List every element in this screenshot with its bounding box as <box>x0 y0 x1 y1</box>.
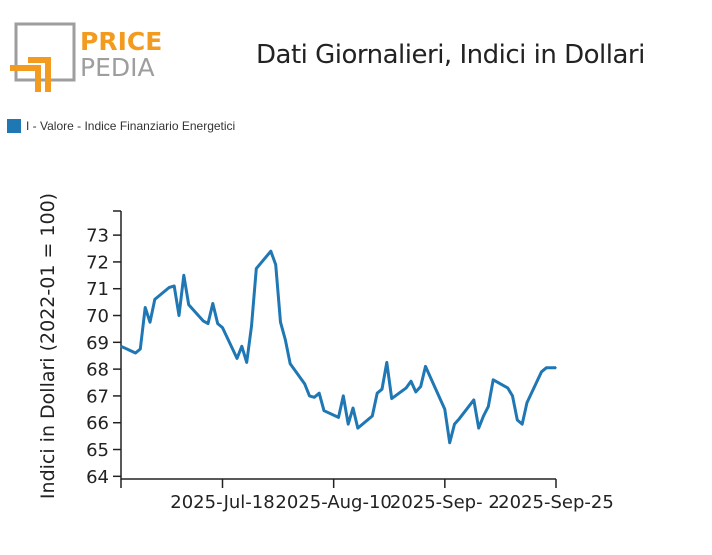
data-point <box>506 387 509 389</box>
data-point <box>371 415 374 417</box>
data-point <box>357 427 359 429</box>
y-tick-label: 71 <box>86 279 109 300</box>
legend-label: I - Valore - Indice Finanziario Energeti… <box>26 119 236 133</box>
data-point <box>183 274 185 277</box>
series-layer <box>120 249 557 445</box>
data-point <box>550 366 552 369</box>
data-point <box>270 250 272 252</box>
data-point <box>303 383 306 385</box>
y-tick-label: 65 <box>86 440 109 461</box>
data-point <box>178 314 180 317</box>
data-point <box>241 345 243 348</box>
data-point <box>139 348 142 350</box>
legend-swatch <box>7 119 21 133</box>
data-point <box>207 322 209 325</box>
y-tick-label: 66 <box>86 413 109 434</box>
data-point <box>250 325 253 328</box>
data-point <box>448 442 451 444</box>
data-point <box>453 423 456 425</box>
chart-title: Dati Giornalieri, Indici in Dollari <box>256 40 645 70</box>
data-point <box>444 408 446 411</box>
data-point <box>352 407 354 409</box>
data-point <box>144 306 146 309</box>
data-point <box>347 423 349 425</box>
y-axis: 64 65 66 67 68 69 70 71 72 73 <box>86 210 122 488</box>
x-tick-label: 2025-Sep-25 <box>498 492 614 513</box>
data-point <box>202 320 204 322</box>
data-point <box>216 322 219 325</box>
y-tick-label: 64 <box>86 467 109 488</box>
data-point <box>381 388 383 391</box>
data-point <box>482 415 485 417</box>
data-point <box>323 409 325 412</box>
data-point <box>390 397 393 400</box>
data-point <box>245 361 248 364</box>
data-point <box>187 304 190 306</box>
data-point <box>492 379 494 381</box>
data-point <box>134 352 137 354</box>
data-point <box>149 321 151 324</box>
data-point <box>154 298 156 301</box>
data-point <box>120 345 122 348</box>
data-point <box>458 417 461 420</box>
x-tick-label: 2025-Aug-10 <box>275 492 391 513</box>
data-point <box>386 361 388 364</box>
data-point <box>318 392 320 395</box>
data-point <box>521 423 523 425</box>
y-tick-label: 72 <box>86 252 109 273</box>
y-tick-label: 67 <box>86 386 109 407</box>
data-point <box>337 416 340 419</box>
data-point <box>410 380 412 382</box>
y-tick-label: 73 <box>86 226 109 247</box>
logo-text-top: PRICE <box>80 27 162 56</box>
data-point <box>473 399 475 401</box>
data-point <box>342 395 345 397</box>
data-point <box>439 397 441 400</box>
y-tick-label: 68 <box>86 360 109 381</box>
data-point <box>419 385 422 388</box>
data-point <box>168 286 171 289</box>
x-tick-label: 2025-Jul-18 <box>170 492 274 513</box>
data-point <box>236 357 238 360</box>
pricepedia-logo: PRICE PEDIA <box>10 22 162 92</box>
legend: I - Valore - Indice Finanziario Energeti… <box>7 119 235 133</box>
data-point <box>284 338 287 341</box>
data-point <box>173 285 175 287</box>
data-point <box>540 371 543 373</box>
data-point <box>405 387 407 389</box>
data-point <box>221 326 224 329</box>
data-point <box>545 366 548 369</box>
data-point <box>308 395 311 397</box>
data-point <box>313 396 316 399</box>
data-point <box>376 392 378 395</box>
data-point <box>424 365 427 368</box>
data-point <box>279 321 282 324</box>
data-point <box>511 395 514 397</box>
y-tick-label: 69 <box>86 333 109 354</box>
data-point <box>516 419 519 421</box>
data-point <box>415 391 417 393</box>
series-line <box>120 249 556 445</box>
y-tick-label: 70 <box>86 306 109 327</box>
data-point <box>289 362 291 365</box>
x-tick-label: 2025-Sep- 2 <box>390 492 500 513</box>
data-point <box>555 366 557 369</box>
data-point <box>487 405 490 408</box>
data-point <box>212 302 214 305</box>
data-point <box>274 263 277 266</box>
logo-mark <box>10 22 76 92</box>
data-point <box>477 427 480 429</box>
data-point <box>526 401 528 404</box>
y-axis-title: Indici in Dollari (2022-01 = 100) <box>37 193 59 499</box>
logo-text-bottom: PEDIA <box>80 53 155 82</box>
data-point <box>255 267 258 270</box>
